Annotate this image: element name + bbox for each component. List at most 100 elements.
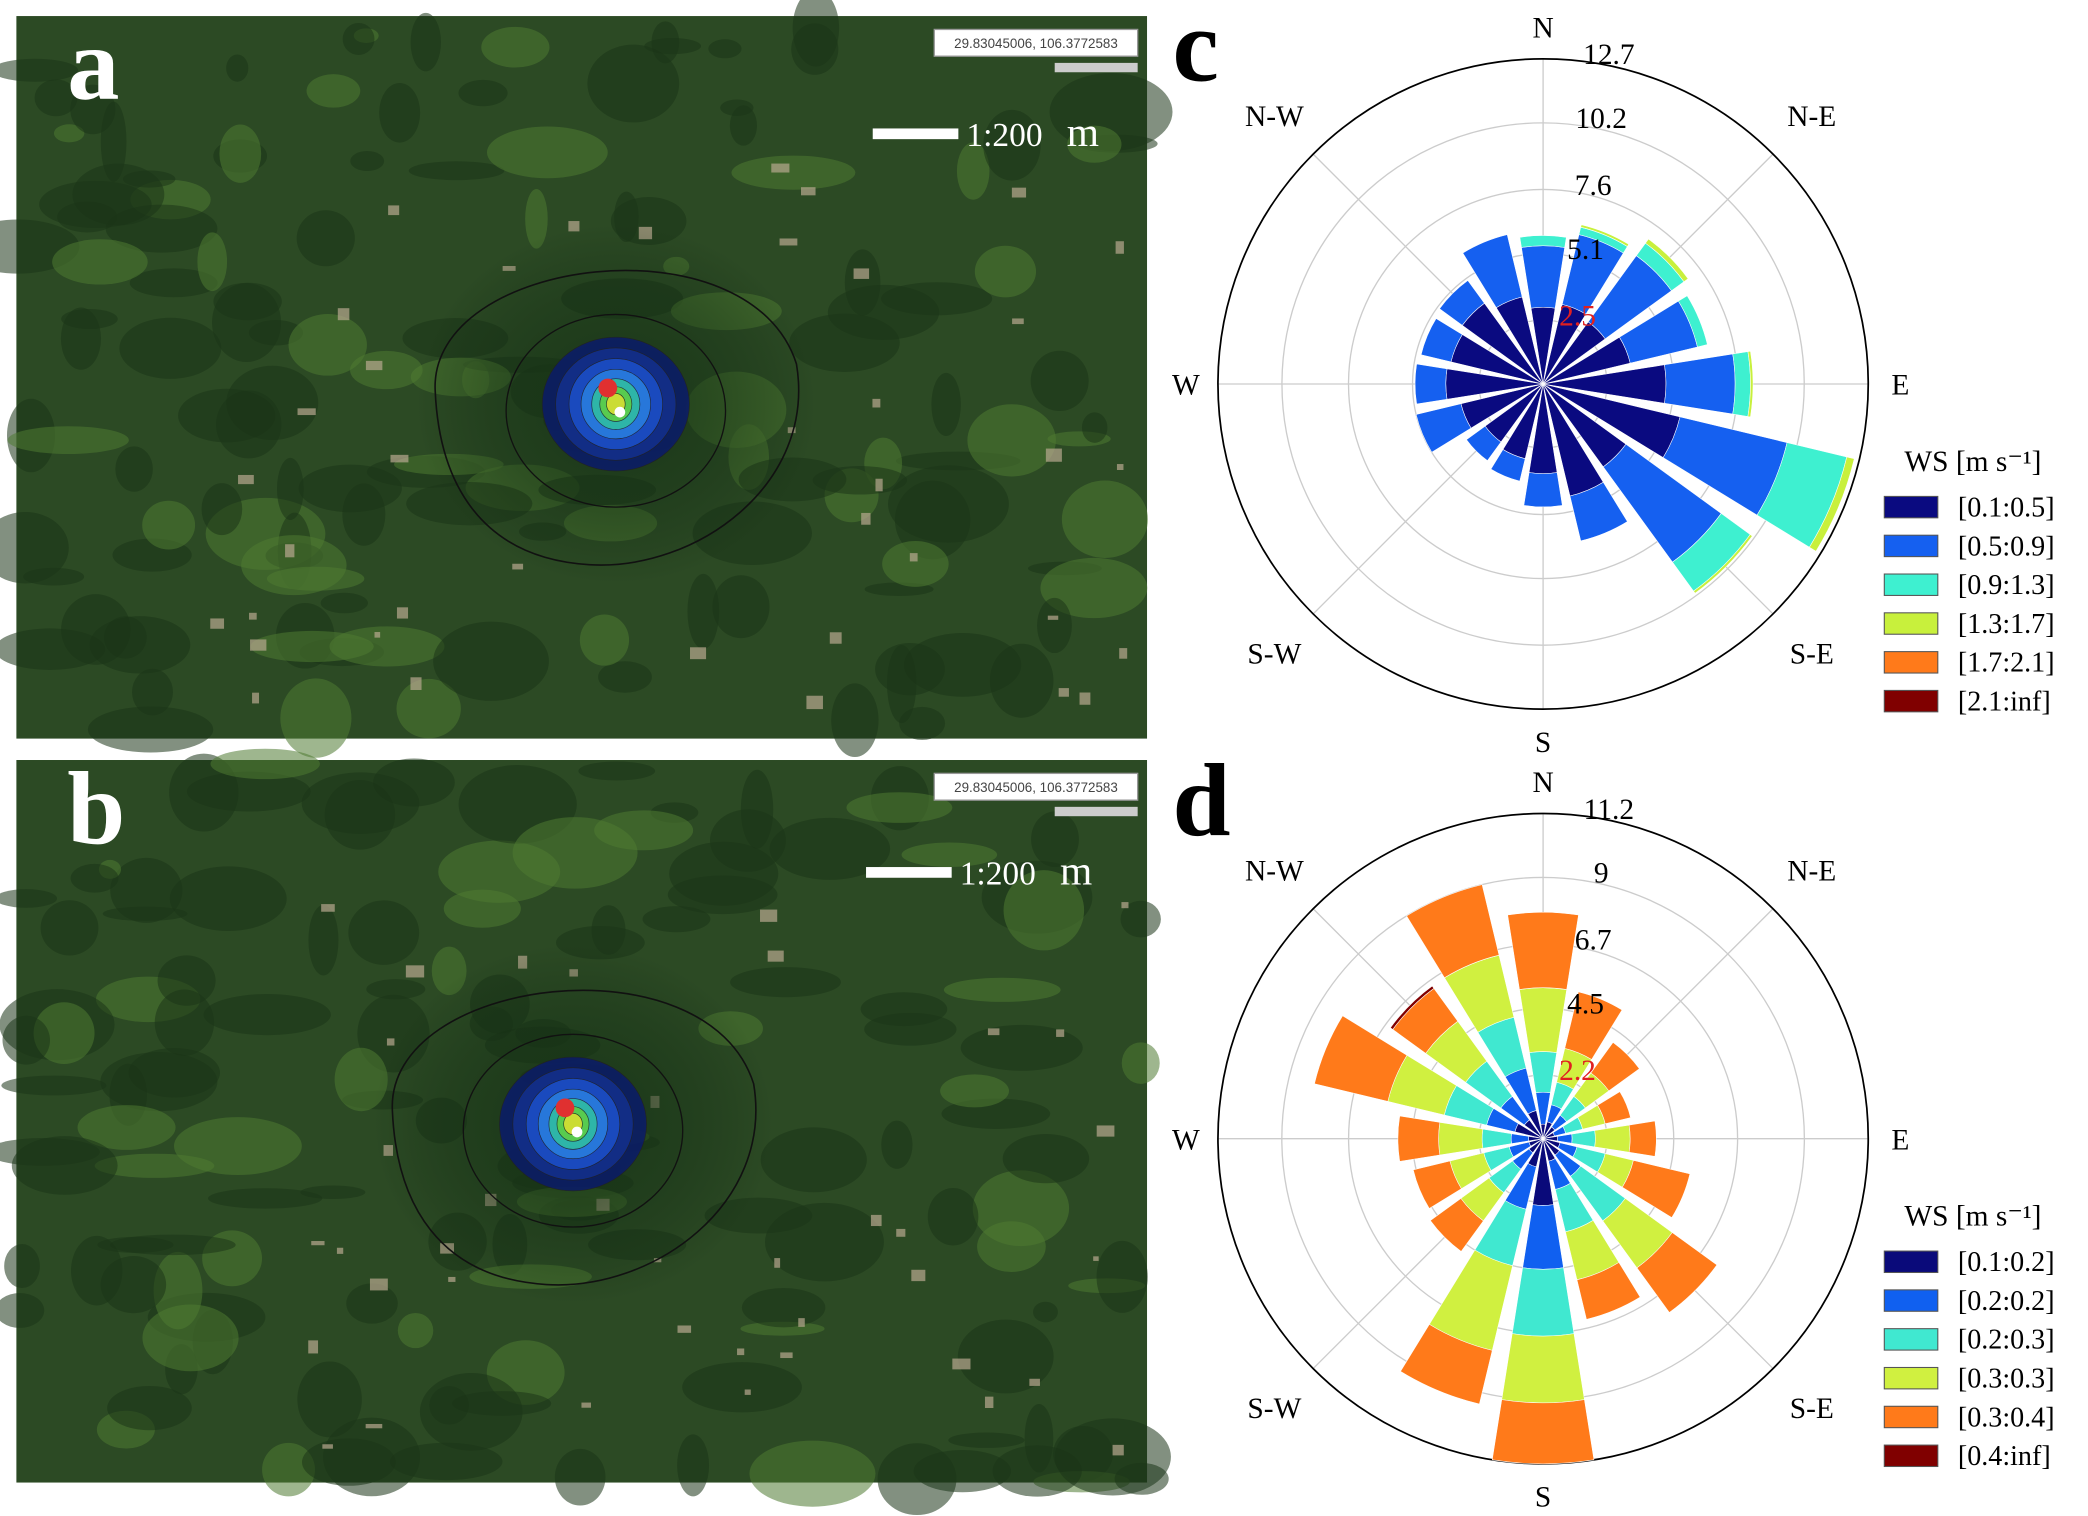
legend-swatch	[1883, 612, 1939, 635]
wind-bar	[1732, 351, 1751, 417]
terrain	[791, 23, 839, 75]
terrain	[992, 1445, 1082, 1497]
building	[737, 1348, 745, 1356]
wind-bar	[1594, 1124, 1631, 1153]
terrain	[410, 12, 441, 72]
wind-bar	[1557, 1133, 1573, 1144]
wind-bar	[1462, 234, 1523, 308]
scale-text: 1:200	[960, 855, 1036, 892]
terrain	[94, 1153, 215, 1178]
building	[1047, 615, 1059, 620]
building	[870, 1214, 882, 1227]
terrain	[846, 792, 953, 823]
terrain	[1096, 1240, 1148, 1313]
wind-bar	[1519, 235, 1567, 248]
footprint-contour	[505, 313, 727, 508]
terrain	[677, 1434, 710, 1497]
terrain	[366, 979, 426, 1000]
direction-label: N	[1532, 767, 1553, 799]
legend-swatch	[1883, 651, 1939, 674]
tower-point	[614, 406, 626, 418]
terrain	[960, 1024, 1083, 1071]
r-tick-label: 2.2	[1559, 1055, 1596, 1087]
terrain	[408, 161, 505, 181]
terrain	[983, 109, 1041, 181]
wind-bar	[1507, 911, 1579, 990]
building	[872, 398, 881, 408]
terrain	[458, 79, 508, 107]
direction-label: E	[1891, 370, 1909, 402]
building	[252, 692, 260, 704]
wind-bar	[1576, 1262, 1641, 1320]
terrain	[760, 1127, 867, 1193]
wind-bar	[1412, 1160, 1462, 1209]
building	[952, 1358, 971, 1370]
wind-bar	[1597, 1091, 1631, 1125]
wind-bar	[1439, 280, 1485, 326]
grid-ring	[1281, 122, 1805, 646]
tower-marker	[555, 1098, 575, 1118]
building	[369, 1278, 388, 1291]
building	[677, 1325, 692, 1333]
terrain	[250, 630, 374, 663]
wind-bar	[1390, 985, 1435, 1030]
r-tick-label: 6.7	[1575, 925, 1612, 957]
terrain	[644, 38, 702, 55]
terrain	[1033, 1301, 1058, 1323]
coordinates: 29.83045006, 106.3772583	[954, 36, 1118, 51]
terrain	[276, 457, 304, 521]
terrain	[396, 678, 461, 739]
building	[308, 1340, 319, 1354]
building	[896, 1228, 906, 1237]
terrain	[72, 163, 165, 226]
wind-bar	[1314, 1015, 1408, 1102]
legend-label: [2.1:inf]	[1958, 686, 2051, 717]
terrain	[203, 994, 331, 1036]
terrain	[169, 753, 239, 832]
building	[861, 512, 871, 525]
terrain	[1120, 900, 1161, 938]
grid-ring	[1217, 58, 1870, 711]
legend-label: [0.4:inf]	[1958, 1441, 2051, 1472]
wind-bar	[1564, 991, 1623, 1060]
terrain	[70, 84, 116, 135]
terrain	[1030, 350, 1089, 412]
terrain	[591, 905, 626, 955]
wind-bar	[1519, 987, 1568, 1053]
terrain	[0, 889, 58, 908]
terrain	[77, 1105, 176, 1150]
wind-bar	[1809, 456, 1855, 552]
terrain	[110, 1234, 236, 1256]
terrain	[110, 857, 183, 923]
terrain	[33, 1002, 95, 1064]
terrain	[288, 314, 367, 376]
wind-bar	[1414, 363, 1448, 405]
terrain	[320, 592, 368, 614]
terrain	[379, 83, 421, 143]
wind-bar	[1569, 481, 1628, 542]
terrain	[844, 249, 881, 316]
terrain	[927, 1188, 979, 1246]
legend-label: [1.7:2.1]	[1958, 648, 2055, 679]
building	[1045, 448, 1062, 462]
terrain	[1061, 480, 1148, 558]
legend-label: [0.1:0.5]	[1958, 492, 2055, 523]
scale-unit: m	[1067, 109, 1099, 155]
terrain	[4, 1244, 40, 1289]
building	[780, 1352, 793, 1359]
wind-bar	[1521, 245, 1566, 309]
building	[285, 544, 295, 558]
scale-text: 1:200	[966, 117, 1042, 154]
scale-bar	[866, 867, 952, 878]
building	[512, 563, 524, 570]
r-tick-label: 9	[1594, 858, 1609, 890]
footprint-contour	[391, 989, 757, 1286]
scale-ruler	[1054, 806, 1138, 817]
building	[798, 1318, 805, 1327]
building	[1011, 187, 1027, 198]
terrain	[901, 842, 998, 867]
terrain	[34, 79, 78, 117]
terrain	[956, 142, 990, 200]
building	[448, 1276, 456, 1282]
wind-bar	[1511, 1267, 1575, 1337]
